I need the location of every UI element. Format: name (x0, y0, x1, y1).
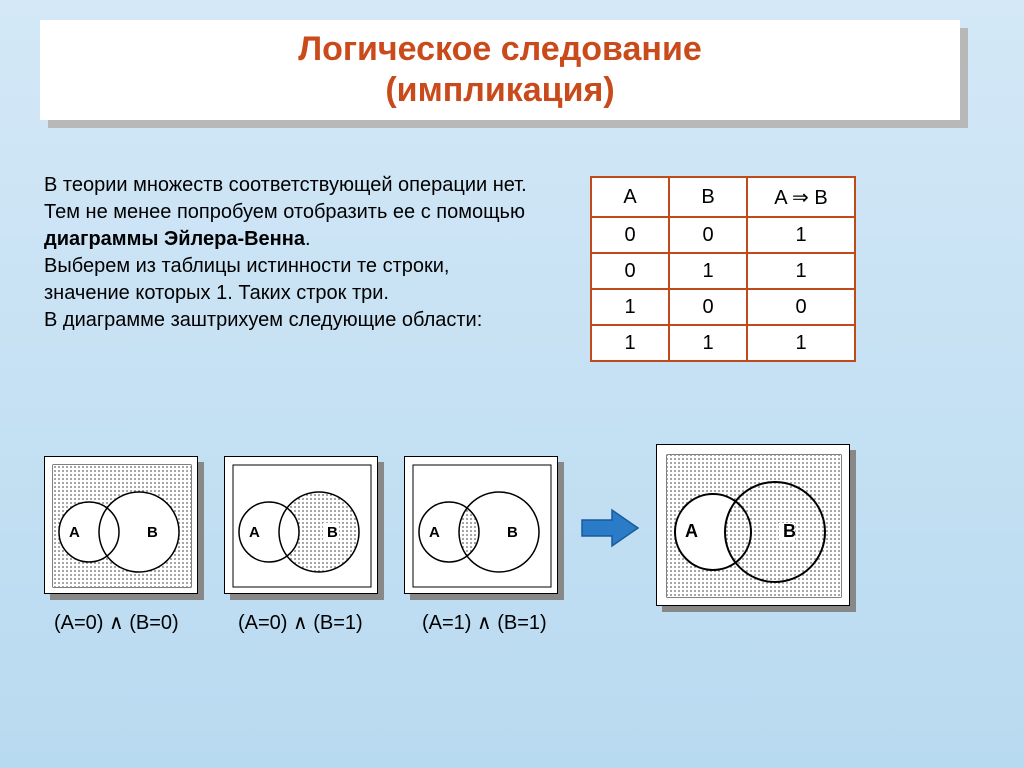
venn-label-a: A (429, 524, 440, 541)
title-line-1: Логическое следование (298, 30, 702, 68)
venn-label-b: B (783, 521, 796, 541)
venn-caption-text: (A=0) ∧ (B=0) (44, 610, 228, 635)
td: 1 (747, 253, 855, 289)
p2b: диаграммы Эйлера-Венна (44, 228, 305, 250)
venn-caption-text: (A=1) ∧ (B=1) (412, 610, 596, 635)
td: 0 (747, 289, 855, 325)
page-title: Логическое следование (импликация) (298, 29, 702, 111)
venn-label-b: B (147, 524, 158, 541)
td: 1 (669, 253, 747, 289)
body-paragraph: В теории множеств соответствующей операц… (44, 172, 534, 334)
th-ab: A ⇒ B (747, 177, 855, 217)
title-line-2: (импликация) (385, 71, 614, 109)
td: 0 (669, 289, 747, 325)
venn-captions: (A=0) ∧ (B=0)(A=0) ∧ (B=1)(A=1) ∧ (B=1) (44, 610, 596, 635)
table-row: 0 0 1 (591, 217, 855, 253)
venn-row: ABABABAB (44, 444, 876, 611)
p2a: Тем не менее попробуем отобразить ее с п… (44, 201, 525, 223)
arrow-icon (578, 506, 642, 550)
td: 0 (591, 253, 669, 289)
venn-label-b: B (327, 524, 338, 541)
p1: В теории множеств соответствующей операц… (44, 174, 527, 196)
title-box: Логическое следование (импликация) (40, 20, 960, 120)
venn-svg: AB (656, 444, 850, 606)
venn-caption-text: (A=0) ∧ (B=1) (228, 610, 412, 635)
venn-label-b: B (507, 524, 518, 541)
td: 0 (669, 217, 747, 253)
venn-diagram: AB (404, 456, 558, 599)
venn-diagram: AB (224, 456, 378, 599)
td: 1 (669, 325, 747, 361)
venn-svg: AB (404, 456, 558, 594)
p2c: . (305, 228, 311, 250)
td: 1 (747, 325, 855, 361)
truth-table: A B A ⇒ B 0 0 1 0 1 1 1 0 0 1 1 1 (590, 176, 856, 362)
table-row: 1 0 0 (591, 289, 855, 325)
venn-svg: AB (44, 456, 198, 594)
venn-label-a: A (685, 521, 698, 541)
td: 1 (747, 217, 855, 253)
th-a: A (591, 177, 669, 217)
table-row: 0 1 1 (591, 253, 855, 289)
th-b: B (669, 177, 747, 217)
venn-svg: AB (224, 456, 378, 594)
table-header-row: A B A ⇒ B (591, 177, 855, 217)
table-row: 1 1 1 (591, 325, 855, 361)
venn-diagram: AB (44, 456, 198, 599)
td: 1 (591, 289, 669, 325)
p4: В диаграмме заштрихуем следующие области… (44, 309, 482, 331)
venn-diagram: AB (656, 444, 850, 611)
td: 1 (591, 325, 669, 361)
venn-label-a: A (69, 524, 80, 541)
p3: Выберем из таблицы истинности те строки,… (44, 255, 449, 304)
td: 0 (591, 217, 669, 253)
venn-label-a: A (249, 524, 260, 541)
